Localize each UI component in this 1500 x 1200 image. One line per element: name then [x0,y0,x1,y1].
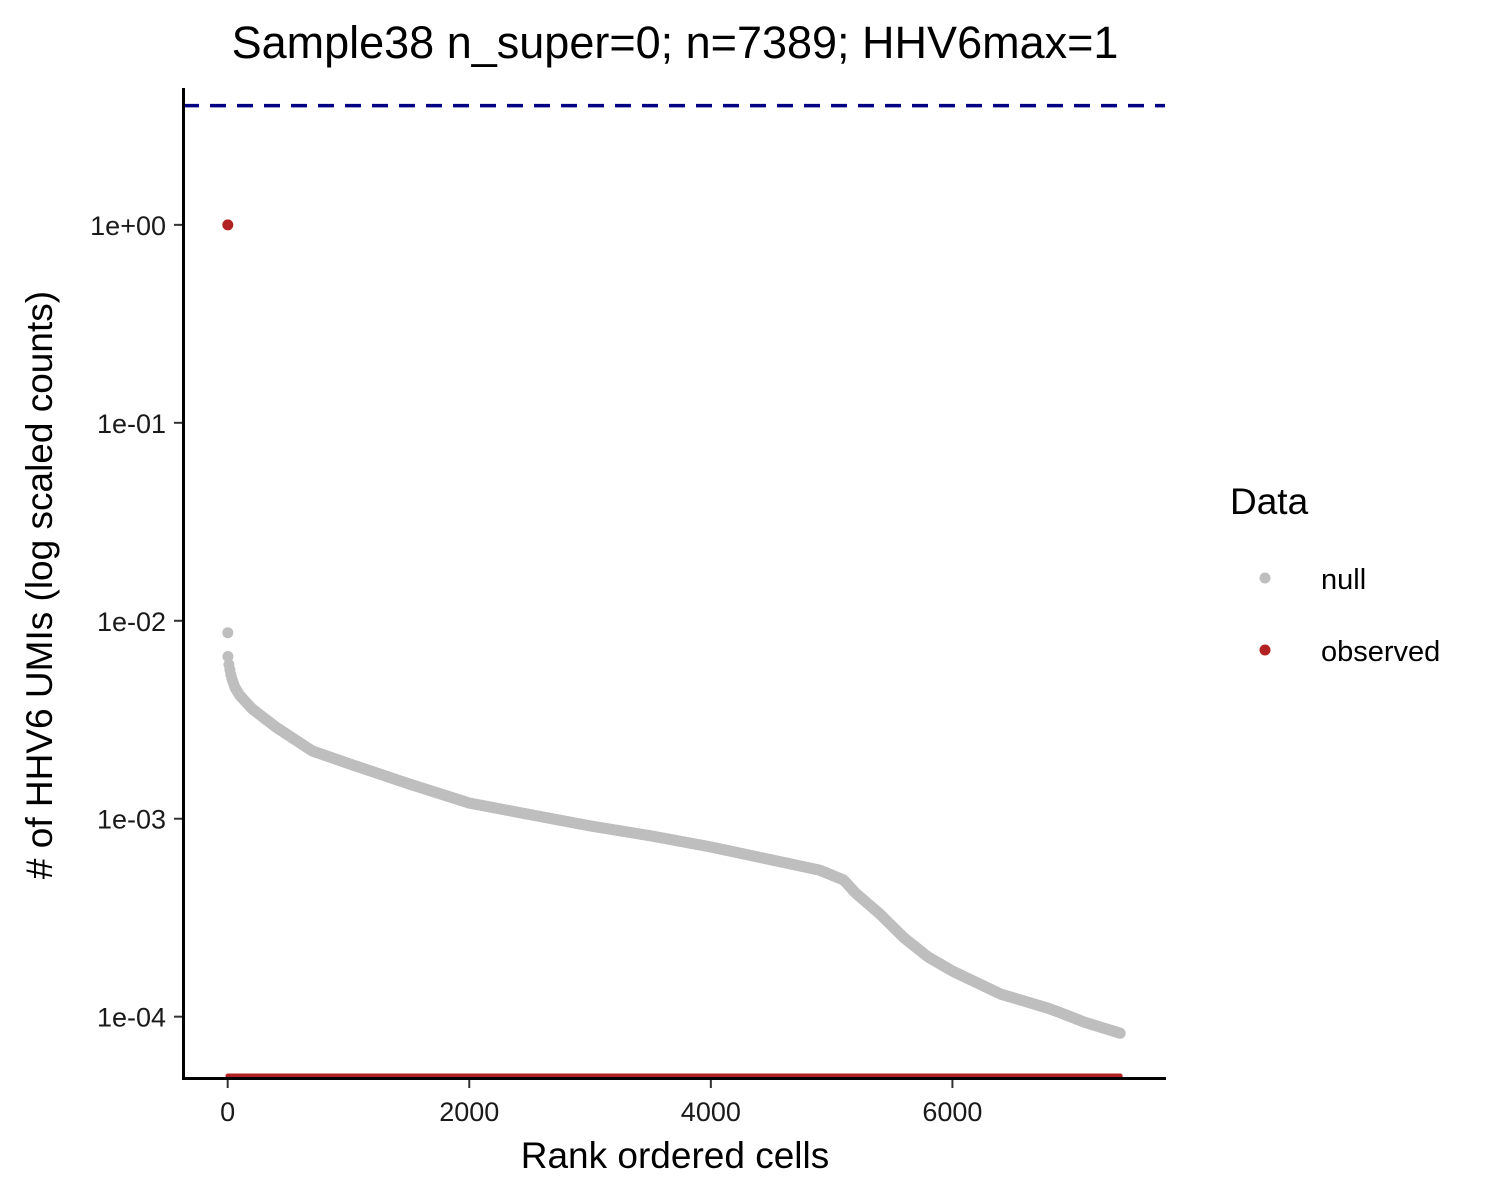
y-axis-ticks: 1e-04 1e-03 1e-02 1e-01 1e+00 [90,211,182,1033]
y-tick-label: 1e-03 [97,805,166,835]
legend-title: Data [1230,481,1309,522]
x-axis-ticks: 0 2000 4000 6000 [220,1080,982,1127]
legend-key-null [1259,572,1271,584]
null-point [1114,1027,1126,1039]
plot-area [183,103,1165,1079]
null-point [222,627,234,639]
y-axis-title: # of HHV6 UMIs (log scaled counts) [19,291,60,879]
x-tick-label: 0 [220,1097,235,1127]
observed-point [222,219,234,231]
legend: Data null observed [1230,481,1440,668]
x-tick-label: 2000 [439,1097,499,1127]
x-tick-label: 6000 [922,1097,982,1127]
y-tick-label: 1e+00 [90,211,166,241]
null-point [222,650,234,662]
observed-series [222,219,1123,1079]
y-tick-label: 1e-04 [97,1003,166,1033]
chart-title: Sample38 n_super=0; n=7389; HHV6max=1 [232,17,1119,68]
y-tick-label: 1e-02 [97,607,166,637]
null-series [222,627,1126,1039]
x-tick-label: 4000 [681,1097,741,1127]
legend-label-observed: observed [1321,636,1440,668]
x-axis-title: Rank ordered cells [521,1135,829,1176]
legend-key-observed [1259,644,1271,656]
legend-label-null: null [1321,564,1366,596]
y-tick-label: 1e-01 [97,409,166,439]
